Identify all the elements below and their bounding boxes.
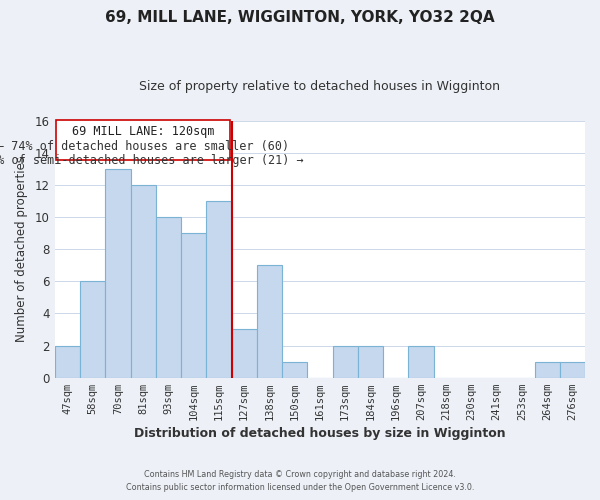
- Title: Size of property relative to detached houses in Wigginton: Size of property relative to detached ho…: [139, 80, 500, 93]
- Bar: [535, 362, 560, 378]
- Bar: [332, 346, 358, 378]
- Bar: [257, 265, 282, 378]
- Text: 69, MILL LANE, WIGGINTON, YORK, YO32 2QA: 69, MILL LANE, WIGGINTON, YORK, YO32 2QA: [105, 10, 495, 25]
- Text: Contains HM Land Registry data © Crown copyright and database right 2024.
Contai: Contains HM Land Registry data © Crown c…: [126, 470, 474, 492]
- Bar: [181, 233, 206, 378]
- Bar: [206, 201, 232, 378]
- Bar: [232, 330, 257, 378]
- Bar: [560, 362, 585, 378]
- Bar: [106, 169, 131, 378]
- Bar: [282, 362, 307, 378]
- Bar: [55, 346, 80, 378]
- Y-axis label: Number of detached properties: Number of detached properties: [15, 156, 28, 342]
- FancyBboxPatch shape: [56, 120, 230, 160]
- Text: 26% of semi-detached houses are larger (21) →: 26% of semi-detached houses are larger (…: [0, 154, 304, 166]
- Bar: [358, 346, 383, 378]
- Bar: [156, 217, 181, 378]
- X-axis label: Distribution of detached houses by size in Wigginton: Distribution of detached houses by size …: [134, 427, 506, 440]
- Text: 69 MILL LANE: 120sqm: 69 MILL LANE: 120sqm: [72, 126, 214, 138]
- Bar: [131, 185, 156, 378]
- Text: ← 74% of detached houses are smaller (60): ← 74% of detached houses are smaller (60…: [0, 140, 289, 152]
- Bar: [80, 282, 106, 378]
- Bar: [408, 346, 434, 378]
